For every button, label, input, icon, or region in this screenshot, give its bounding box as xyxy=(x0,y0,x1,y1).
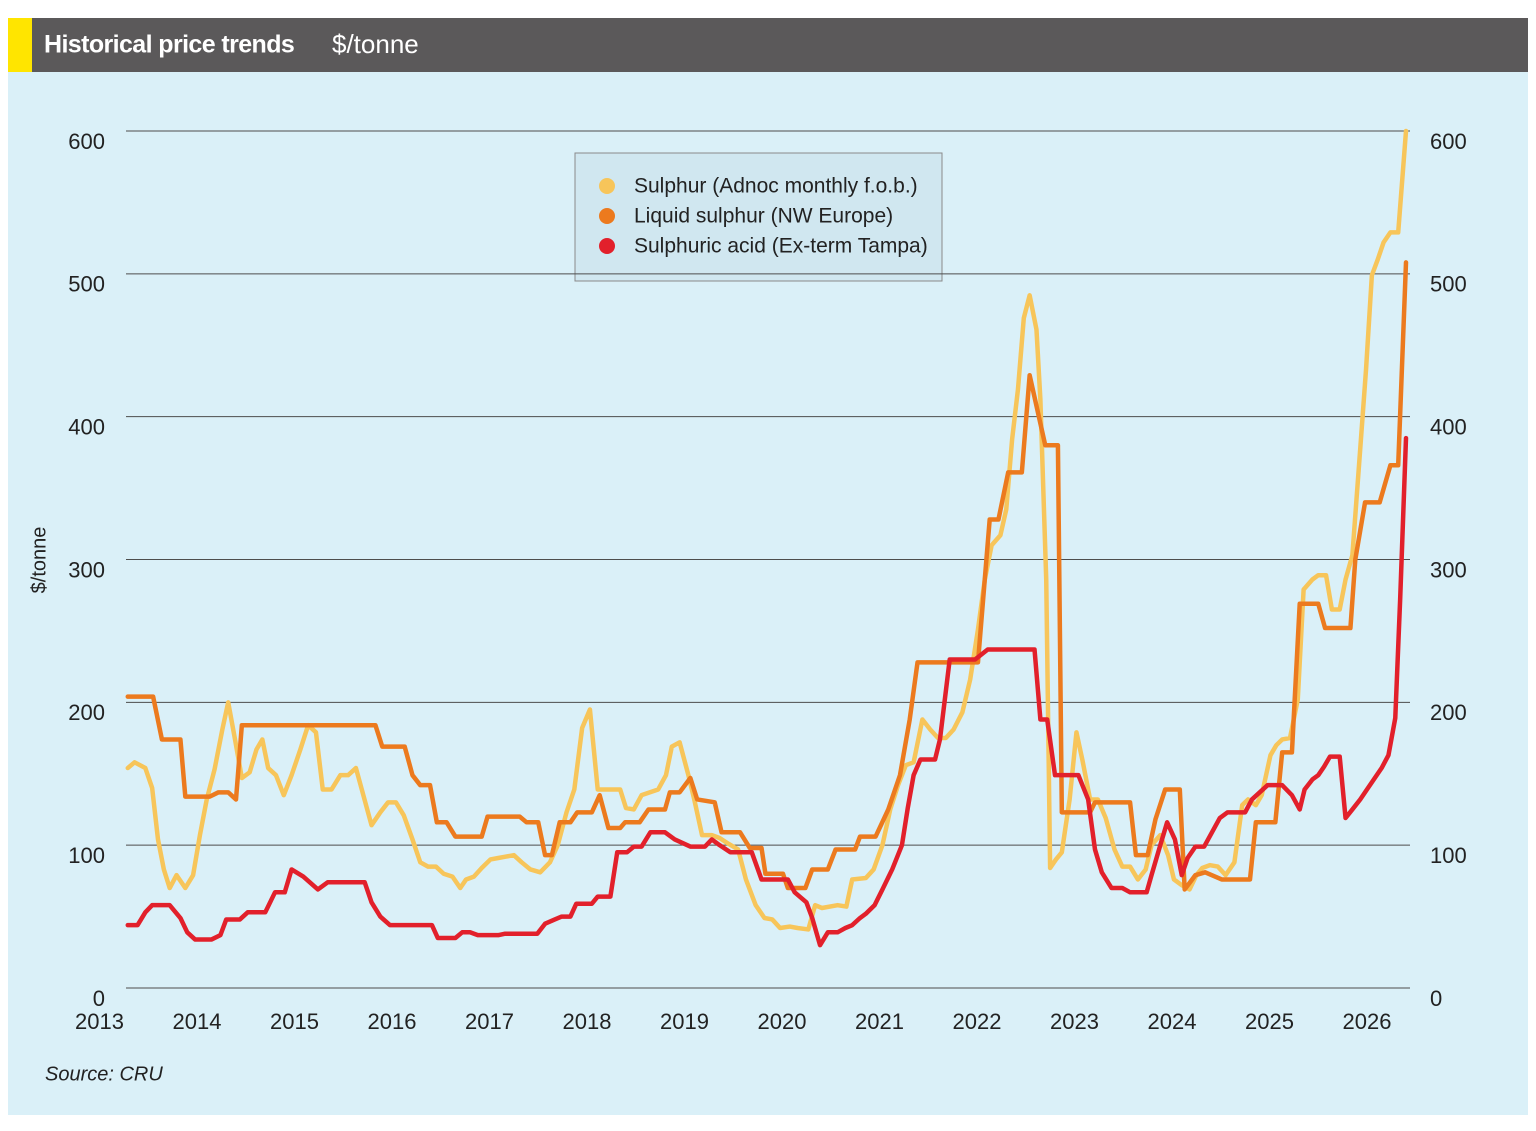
legend-label: Sulphuric acid (Ex-term Tampa) xyxy=(634,235,928,258)
x-tick-label: 2022 xyxy=(953,1009,1002,1034)
x-tick-label: 2025 xyxy=(1245,1009,1294,1034)
x-tick-label: 2015 xyxy=(270,1009,319,1034)
legend-label: Liquid sulphur (NW Europe) xyxy=(634,205,893,228)
y2-tick-label: 100 xyxy=(1430,843,1467,868)
source-note: Source: CRU xyxy=(45,1063,163,1085)
x-tick-label: 2018 xyxy=(563,1009,612,1034)
legend-marker xyxy=(599,208,615,224)
series-line xyxy=(125,128,1409,932)
y2-tick-label: 300 xyxy=(1430,557,1467,582)
legend-label: Sulphur (Adnoc monthly f.o.b.) xyxy=(634,175,918,198)
y2-tick-label: 400 xyxy=(1430,414,1467,439)
y2-tick-label: 0 xyxy=(1430,986,1442,1011)
x-tick-label: 2017 xyxy=(465,1009,514,1034)
y-tick-label: 500 xyxy=(68,272,105,297)
x-tick-label: 2014 xyxy=(173,1009,222,1034)
legend-marker xyxy=(599,178,615,194)
chart-subtitle: $/tonne xyxy=(332,29,419,59)
x-tick-label: 2013 xyxy=(75,1009,124,1034)
y-axis-label: $/tonne xyxy=(28,527,50,594)
x-tick-label: 2016 xyxy=(368,1009,417,1034)
header-bar xyxy=(8,18,1528,72)
legend-box xyxy=(574,152,943,282)
y-tick-label: 200 xyxy=(68,700,105,725)
x-tick-label: 2023 xyxy=(1050,1009,1099,1034)
y2-tick-label: 200 xyxy=(1430,700,1467,725)
chart-title: Historical price trends xyxy=(44,31,294,59)
y-tick-label: 0 xyxy=(93,986,105,1011)
x-tick-label: 2024 xyxy=(1148,1009,1197,1034)
series-line xyxy=(125,435,1409,948)
header-accent xyxy=(8,18,32,72)
x-tick-label: 2021 xyxy=(855,1009,904,1034)
legend-marker xyxy=(599,238,615,254)
x-tick-label: 2026 xyxy=(1343,1009,1392,1034)
y-tick-label: 300 xyxy=(68,557,105,582)
y-tick-label: 100 xyxy=(68,843,105,868)
x-tick-label: 2019 xyxy=(660,1009,709,1034)
y2-tick-label: 600 xyxy=(1430,129,1467,154)
y-tick-label: 400 xyxy=(68,414,105,439)
x-tick-label: 2020 xyxy=(758,1009,807,1034)
y-tick-label: 600 xyxy=(68,129,105,154)
y2-tick-label: 500 xyxy=(1430,272,1467,297)
